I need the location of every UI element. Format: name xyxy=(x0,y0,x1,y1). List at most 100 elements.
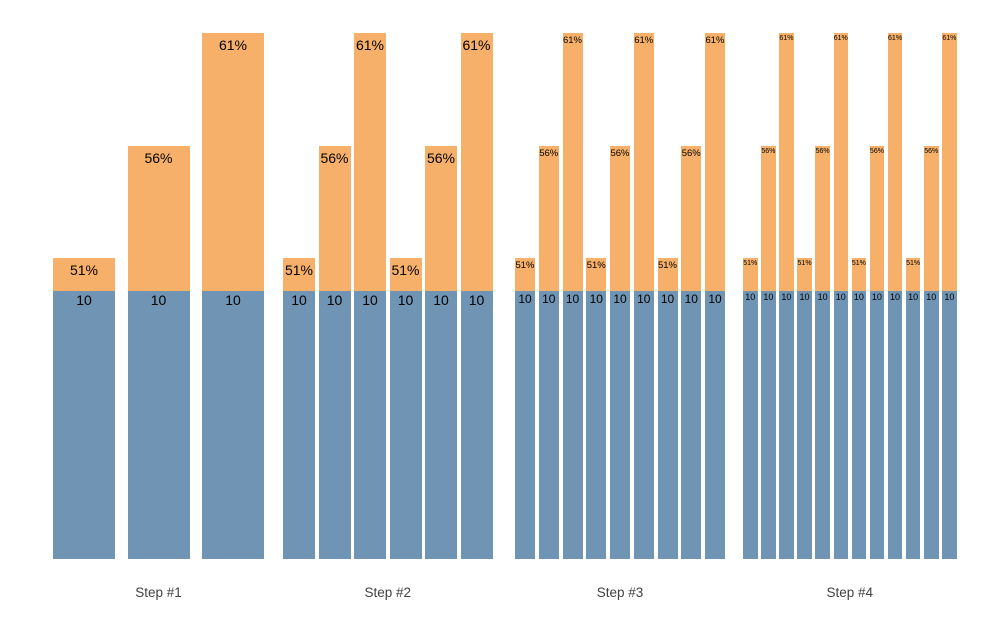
base-segment: 10 xyxy=(425,291,457,559)
base-segment: 10 xyxy=(851,291,867,559)
percent-label: 51% xyxy=(743,260,758,267)
percent-label: 61% xyxy=(833,35,848,42)
stacked-bar: 61% 10 xyxy=(354,33,386,559)
stacked-bar: 56% 10 xyxy=(924,146,939,559)
percent-segment: 51% xyxy=(657,258,678,291)
percent-label: 56% xyxy=(869,148,884,155)
base-segment: 10 xyxy=(460,291,493,559)
percent-segment: 56% xyxy=(538,146,559,291)
base-segment: 10 xyxy=(633,291,654,559)
group-label: Step #1 xyxy=(135,585,182,600)
percent-segment: 61% xyxy=(202,33,264,291)
percent-segment: 61% xyxy=(354,33,386,291)
percent-label: 56% xyxy=(320,150,349,166)
base-segment: 10 xyxy=(833,291,848,559)
stacked-bar: 51% 10 xyxy=(851,258,867,559)
percent-segment: 56% xyxy=(610,146,630,291)
base-label: 10 xyxy=(225,292,241,308)
percent-segment: 51% xyxy=(797,258,812,291)
stacked-bar: 51% 10 xyxy=(389,258,422,559)
percent-segment: 51% xyxy=(53,258,115,291)
percent-label: 51% xyxy=(284,262,314,278)
percent-label: 56% xyxy=(815,148,830,155)
stacked-bar: 56% 10 xyxy=(761,146,776,559)
percent-label: 61% xyxy=(562,35,582,46)
base-label: 10 xyxy=(944,292,955,302)
stacked-bar: 61% 10 xyxy=(202,33,264,559)
stacked-bar: 56% 10 xyxy=(538,146,559,559)
stacked-bar: 61% 10 xyxy=(460,33,493,559)
base-segment: 10 xyxy=(538,291,559,559)
stacked-bar: 61% 10 xyxy=(942,33,957,559)
percent-label: 51% xyxy=(391,262,420,278)
base-label: 10 xyxy=(908,292,919,302)
percent-label: 61% xyxy=(355,37,385,53)
base-label: 10 xyxy=(763,292,774,302)
percent-label: 51% xyxy=(797,260,812,267)
base-segment: 10 xyxy=(202,291,264,559)
base-segment: 10 xyxy=(815,291,830,559)
stacked-bar: 51% 10 xyxy=(283,258,315,559)
stacked-bar: 56% 10 xyxy=(869,146,885,559)
percent-label: 61% xyxy=(779,35,794,42)
base-segment: 10 xyxy=(389,291,422,559)
base-label: 10 xyxy=(518,292,532,306)
base-label: 10 xyxy=(326,292,343,308)
percent-segment: 51% xyxy=(905,258,921,291)
stacked-bar: 56% 10 xyxy=(815,146,830,559)
percent-label: 51% xyxy=(515,260,535,271)
base-segment: 10 xyxy=(53,291,115,559)
percent-segment: 51% xyxy=(283,258,315,291)
percent-segment: 51% xyxy=(515,258,535,291)
percent-segment: 51% xyxy=(851,258,867,291)
base-segment: 10 xyxy=(942,291,957,559)
percent-segment: 61% xyxy=(779,33,794,291)
base-segment: 10 xyxy=(761,291,776,559)
percent-label: 56% xyxy=(426,150,456,166)
stacked-bar: 51% 10 xyxy=(797,258,812,559)
percent-segment: 56% xyxy=(815,146,830,291)
stacked-bar: 61% 10 xyxy=(633,33,654,559)
stacked-bar: 51% 10 xyxy=(743,258,758,559)
base-label: 10 xyxy=(468,292,485,308)
stacked-bar: 61% 10 xyxy=(705,33,725,559)
base-segment: 10 xyxy=(743,291,758,559)
percent-label: 61% xyxy=(888,35,903,42)
percent-segment: 56% xyxy=(425,146,457,291)
base-segment: 10 xyxy=(924,291,939,559)
group-label: Step #3 xyxy=(596,585,644,600)
stacked-bar: 51% 10 xyxy=(657,258,678,559)
group-label: Step #2 xyxy=(364,585,412,600)
percent-label: 51% xyxy=(851,260,866,267)
base-label: 10 xyxy=(362,292,378,308)
percent-label: 61% xyxy=(634,35,654,46)
base-label: 10 xyxy=(291,292,307,308)
base-segment: 10 xyxy=(681,291,702,559)
base-label: 10 xyxy=(660,292,675,306)
base-label: 10 xyxy=(799,292,810,302)
percent-label: 56% xyxy=(761,148,776,155)
percent-label: 51% xyxy=(69,262,99,278)
base-segment: 10 xyxy=(354,291,386,559)
percent-label: 61% xyxy=(705,35,725,46)
base-label: 10 xyxy=(853,292,864,302)
stacked-bar: 51% 10 xyxy=(53,258,115,559)
base-segment: 10 xyxy=(562,291,583,559)
percent-segment: 61% xyxy=(942,33,957,291)
base-segment: 10 xyxy=(797,291,812,559)
stacked-bar: 56% 10 xyxy=(425,146,457,559)
percent-label: 51% xyxy=(586,260,606,271)
base-segment: 10 xyxy=(705,291,725,559)
percent-segment: 61% xyxy=(705,33,725,291)
base-segment: 10 xyxy=(127,291,190,559)
percent-segment: 56% xyxy=(318,146,351,291)
base-segment: 10 xyxy=(657,291,678,559)
base-label: 10 xyxy=(76,292,92,308)
percent-segment: 61% xyxy=(887,33,903,291)
stacked-bar: 56% 10 xyxy=(127,146,190,559)
base-segment: 10 xyxy=(318,291,351,559)
percent-segment: 61% xyxy=(562,33,583,291)
base-label: 10 xyxy=(613,292,627,306)
stacked-bar: 61% 10 xyxy=(887,33,903,559)
base-label: 10 xyxy=(745,292,756,302)
